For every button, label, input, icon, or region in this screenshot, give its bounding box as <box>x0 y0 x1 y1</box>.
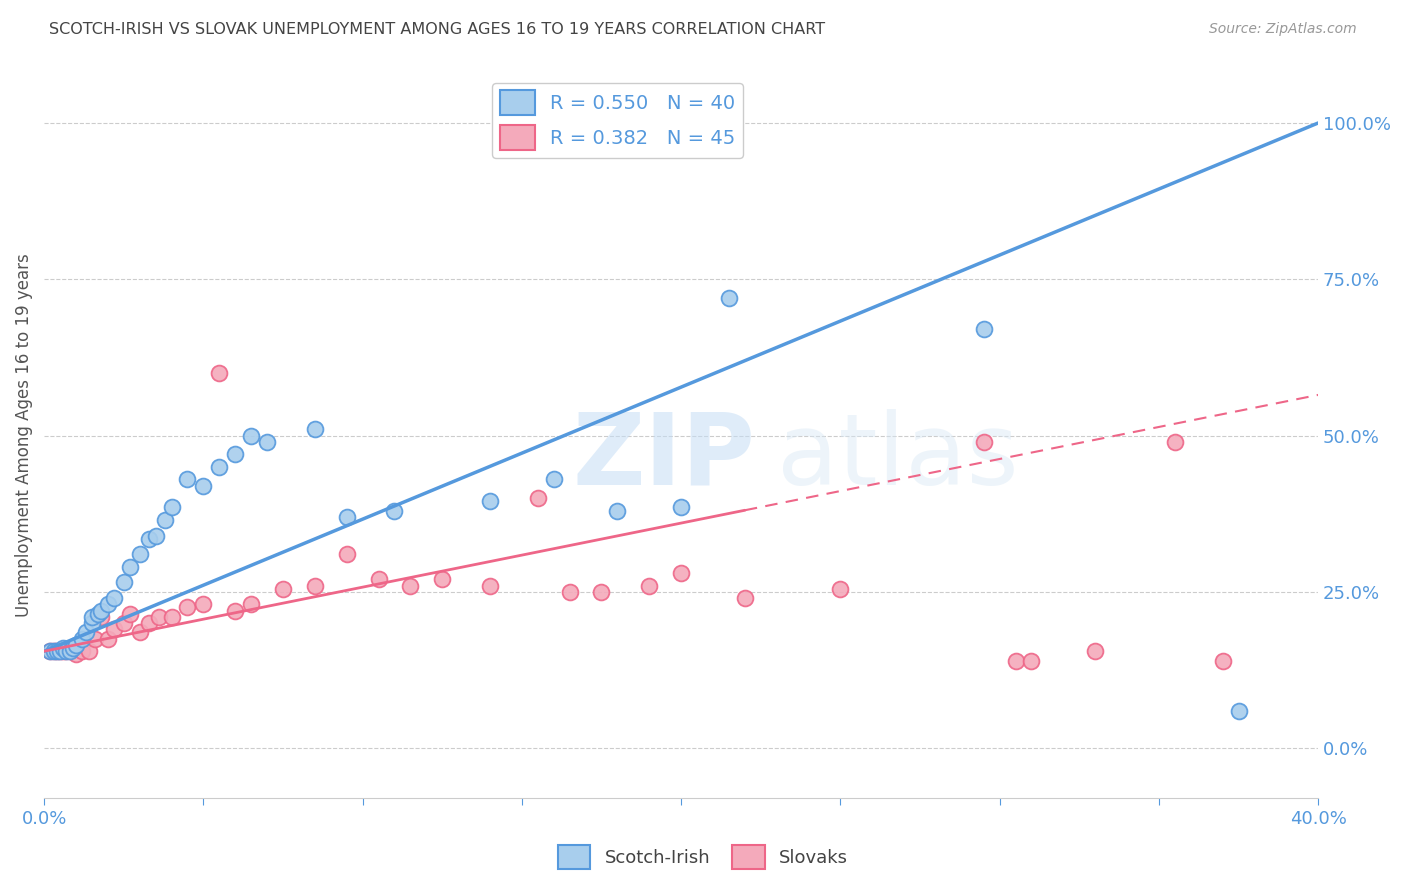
Point <box>1227 704 1250 718</box>
Point <box>304 578 326 592</box>
Point <box>62 641 84 656</box>
Point <box>84 632 107 646</box>
Point <box>1164 434 1187 449</box>
Point <box>240 428 263 442</box>
Point <box>112 575 135 590</box>
Point <box>65 648 87 662</box>
Point <box>97 598 120 612</box>
Point <box>80 610 103 624</box>
Point <box>120 607 142 621</box>
Text: SCOTCH-IRISH VS SLOVAK UNEMPLOYMENT AMONG AGES 16 TO 19 YEARS CORRELATION CHART: SCOTCH-IRISH VS SLOVAK UNEMPLOYMENT AMON… <box>49 22 825 37</box>
Point <box>830 582 852 596</box>
Point <box>543 472 565 486</box>
Point <box>72 632 94 646</box>
Point <box>160 610 183 624</box>
Point <box>606 503 628 517</box>
Point <box>224 604 246 618</box>
Point <box>103 591 125 606</box>
Point <box>75 625 97 640</box>
Point <box>432 572 454 586</box>
Point <box>65 638 87 652</box>
Point <box>304 422 326 436</box>
Point <box>49 644 72 658</box>
Legend: Scotch-Irish, Slovaks: Scotch-Irish, Slovaks <box>551 838 855 876</box>
Point <box>1084 644 1107 658</box>
Point <box>367 572 389 586</box>
Point <box>52 641 75 656</box>
Point <box>717 291 740 305</box>
Point <box>558 584 581 599</box>
Point <box>224 447 246 461</box>
Point <box>638 578 661 592</box>
Point <box>208 459 231 474</box>
Point <box>1212 654 1234 668</box>
Point <box>193 598 215 612</box>
Point <box>90 610 112 624</box>
Point <box>45 644 67 658</box>
Point <box>336 509 359 524</box>
Point <box>58 644 80 658</box>
Point <box>669 566 692 580</box>
Point <box>77 644 100 658</box>
Point <box>97 632 120 646</box>
Point <box>39 644 62 658</box>
Point <box>55 644 77 658</box>
Point <box>176 600 198 615</box>
Point <box>49 644 72 658</box>
Point <box>90 604 112 618</box>
Point <box>384 503 406 517</box>
Point <box>479 494 502 508</box>
Point <box>128 547 150 561</box>
Point <box>193 478 215 492</box>
Point <box>271 582 294 596</box>
Point <box>153 513 176 527</box>
Point <box>148 610 170 624</box>
Point <box>145 528 167 542</box>
Point <box>87 607 110 621</box>
Point <box>256 434 278 449</box>
Point <box>527 491 550 505</box>
Point <box>128 625 150 640</box>
Point <box>240 598 263 612</box>
Point <box>336 547 359 561</box>
Point <box>72 644 94 658</box>
Point <box>80 616 103 631</box>
Point <box>176 472 198 486</box>
Point <box>42 644 65 658</box>
Point <box>1004 654 1026 668</box>
Point <box>591 584 613 599</box>
Point <box>138 532 160 546</box>
Point <box>479 578 502 592</box>
Point <box>1021 654 1043 668</box>
Point <box>103 623 125 637</box>
Point <box>58 644 80 658</box>
Point <box>973 322 995 336</box>
Point <box>52 644 75 658</box>
Point <box>669 500 692 515</box>
Point <box>399 578 422 592</box>
Point <box>42 644 65 658</box>
Point <box>120 559 142 574</box>
Point <box>45 644 67 658</box>
Point <box>39 644 62 658</box>
Point <box>138 616 160 631</box>
Text: atlas: atlas <box>776 409 1018 506</box>
Point <box>973 434 995 449</box>
Point <box>208 366 231 380</box>
Point <box>734 591 756 606</box>
Point <box>160 500 183 515</box>
Point <box>55 644 77 658</box>
Text: Source: ZipAtlas.com: Source: ZipAtlas.com <box>1209 22 1357 37</box>
Text: ZIP: ZIP <box>572 409 755 506</box>
Legend: R = 0.550   N = 40, R = 0.382   N = 45: R = 0.550 N = 40, R = 0.382 N = 45 <box>492 83 744 158</box>
Y-axis label: Unemployment Among Ages 16 to 19 years: Unemployment Among Ages 16 to 19 years <box>15 253 32 617</box>
Point <box>112 616 135 631</box>
